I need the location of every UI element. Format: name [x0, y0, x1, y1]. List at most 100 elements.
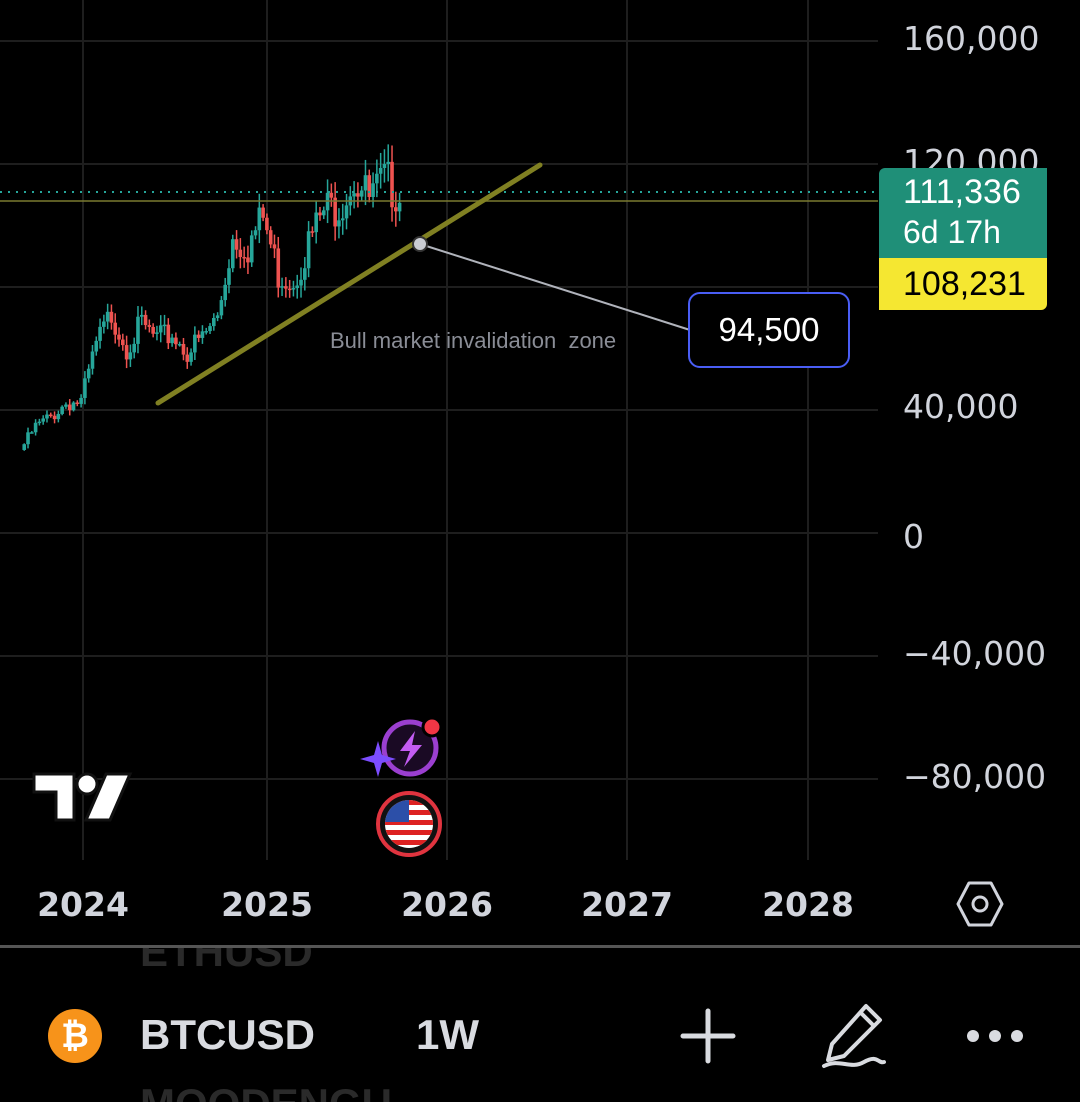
candle-body: [45, 414, 49, 419]
candle-body: [375, 173, 379, 184]
candle-body: [386, 161, 391, 165]
candle-body: [340, 218, 345, 221]
candle-body: [143, 314, 148, 326]
candle-body: [249, 235, 254, 263]
candle-body: [246, 257, 250, 263]
candle-body: [105, 311, 110, 322]
bottom-toolbar: ETHUSD MOODENGU ₿ BTCUSD 1W: [0, 945, 1080, 1102]
y-tick-160000: 160,000: [903, 19, 1040, 58]
last-price-tag: 111,336 6d 17h: [879, 168, 1047, 258]
candle-body: [261, 207, 265, 218]
candle-body: [299, 279, 303, 286]
candle-body: [337, 220, 341, 227]
target-price-label[interactable]: 94,500: [688, 292, 850, 368]
candle-body: [109, 311, 114, 323]
candle-body: [344, 205, 349, 219]
annotation-text[interactable]: Bull market invalidation zone: [330, 328, 617, 353]
candle-body: [177, 343, 182, 346]
candle-body: [113, 322, 118, 335]
candle-body: [75, 402, 80, 405]
candle-body: [90, 351, 95, 369]
candle-body: [371, 183, 375, 197]
candle-body: [48, 414, 53, 417]
candle-body: [60, 406, 64, 414]
candle-body: [352, 193, 356, 197]
ghost-symbol-below: MOODENGU: [140, 1080, 392, 1102]
bar-countdown: 6d 17h: [903, 214, 1001, 250]
candle-body: [382, 164, 387, 168]
candle-body: [394, 207, 398, 212]
candle-body: [230, 239, 235, 269]
candle-body: [41, 418, 45, 422]
candle-body: [83, 378, 87, 398]
candle-body: [181, 343, 186, 355]
candle-body: [30, 432, 34, 434]
candle-body: [117, 334, 121, 340]
candle-body: [265, 217, 269, 231]
candle-body: [272, 244, 277, 249]
candle-body: [136, 316, 140, 344]
candle-body: [189, 352, 193, 362]
plus-icon[interactable]: [680, 1008, 736, 1064]
candle-body: [238, 249, 243, 258]
prev-close-value: 108,231: [903, 265, 1026, 303]
candle-body: [52, 415, 57, 420]
candle-body: [26, 432, 30, 445]
candle-body: [56, 413, 61, 420]
candle-body: [215, 315, 220, 318]
candle-body: [257, 207, 262, 231]
candle-body: [242, 257, 246, 259]
x-tick-2028: 2028: [762, 885, 854, 924]
callout-anchor[interactable]: [412, 236, 428, 252]
candle-body: [318, 212, 322, 216]
candle-body: [37, 421, 42, 424]
trendline[interactable]: [155, 162, 543, 406]
callout-line: [419, 243, 691, 331]
candle-body: [86, 368, 91, 379]
y-tick-40000: 40,000: [903, 387, 1019, 426]
candle-body: [208, 326, 212, 332]
candle-body: [147, 325, 152, 327]
candle-body: [185, 354, 190, 362]
candle-body: [284, 286, 288, 289]
us-flag-icon[interactable]: [375, 790, 443, 858]
symbol-button[interactable]: BTCUSD: [140, 1011, 315, 1058]
ghost-symbol-above: ETHUSD: [140, 945, 313, 975]
candle-body: [295, 285, 300, 289]
candle-body: [166, 324, 171, 344]
candle-body: [268, 230, 273, 245]
candle-body: [200, 331, 205, 338]
candle-body: [71, 402, 76, 411]
candle-body: [174, 337, 178, 345]
x-tick-2024: 2024: [37, 885, 129, 924]
candle-body: [356, 193, 360, 197]
x-tick-2027: 2027: [581, 885, 673, 924]
candle-body: [314, 212, 318, 233]
candle-body: [291, 288, 296, 290]
candle-body: [204, 331, 209, 333]
candle-body: [132, 343, 136, 353]
candle-body: [306, 231, 311, 269]
prev-close-tag: 108,231: [879, 258, 1047, 310]
price-chart[interactable]: [0, 0, 1080, 945]
candle-body: [367, 175, 372, 197]
candle-body: [234, 239, 239, 250]
x-tick-2025: 2025: [221, 885, 313, 924]
candle-body: [397, 202, 402, 212]
candlestick-series: [22, 144, 402, 451]
candle-body: [329, 192, 334, 198]
candle-body: [287, 288, 292, 291]
y-tick-0: 0: [903, 517, 924, 556]
candle-body: [253, 230, 258, 236]
candle-body: [67, 404, 72, 411]
candle-body: [363, 175, 368, 191]
candle-body: [151, 326, 155, 334]
interval-button[interactable]: 1W: [416, 1011, 479, 1058]
more-icon[interactable]: [965, 1026, 1025, 1046]
flash-ai-icon[interactable]: [360, 715, 446, 781]
settings-icon[interactable]: [955, 878, 1005, 930]
pen-draw-icon[interactable]: [820, 1000, 886, 1070]
candle-body: [158, 325, 163, 333]
candle-body: [22, 444, 27, 450]
candle-body: [170, 337, 174, 344]
